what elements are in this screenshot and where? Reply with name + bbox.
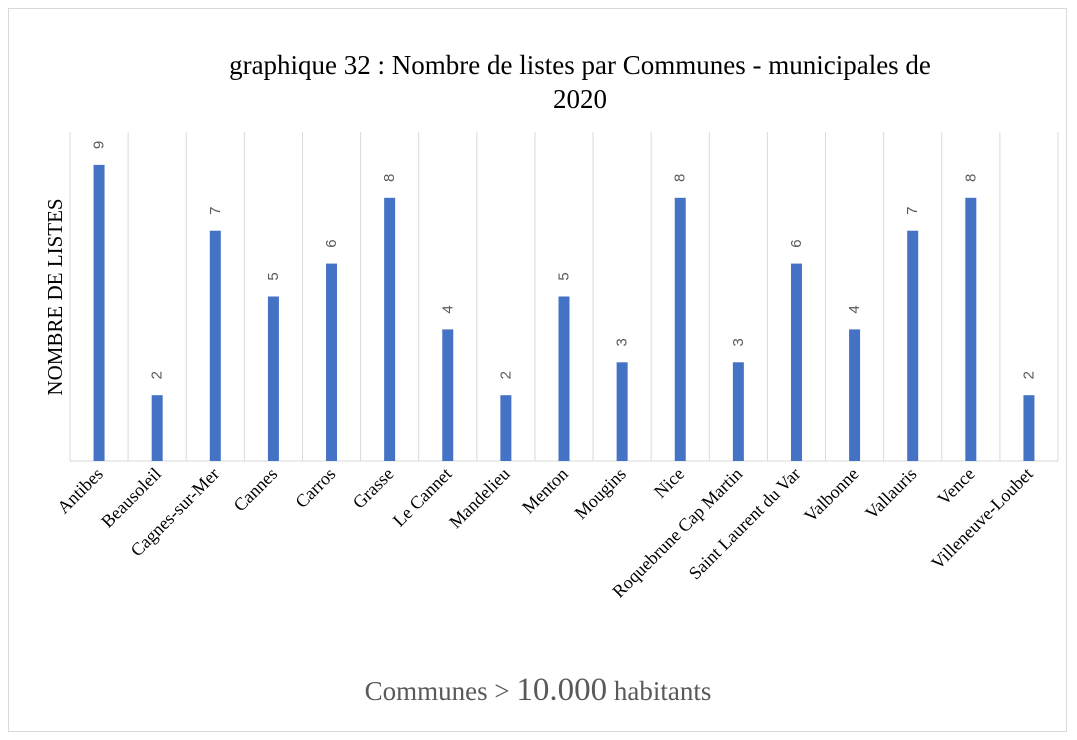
x-axis-label: Communes > 10.000 habitants	[365, 672, 712, 708]
data-label: 2	[497, 371, 514, 379]
category-label: Vallauris	[861, 464, 920, 523]
data-label: 2	[149, 371, 166, 379]
bar	[790, 263, 802, 461]
chart-title-line-1: graphique 32 : Nombre de listes par Comm…	[229, 50, 931, 80]
bar	[267, 296, 279, 461]
category-label: Grasse	[349, 464, 398, 513]
data-label: 5	[556, 272, 573, 280]
bar	[732, 362, 744, 461]
data-labels: 9 2 7 5 6 8 4 2 5 3 8 3 6 4 7 8 2	[91, 141, 1038, 380]
category-label: Villeneuve-Loubet	[927, 464, 1037, 574]
x-axis-label-prefix: Communes >	[365, 676, 517, 706]
chart-title: graphique 32 : Nombre de listes par Comm…	[150, 48, 1010, 116]
bar	[442, 329, 454, 461]
bar	[849, 329, 861, 461]
data-label: 4	[846, 305, 863, 313]
data-label: 8	[672, 174, 689, 182]
bars	[93, 164, 1035, 462]
x-axis-label-number: 10.000	[516, 672, 607, 708]
data-label: 8	[962, 174, 979, 182]
data-label: 6	[323, 239, 340, 247]
bar	[965, 197, 977, 462]
bar	[558, 296, 570, 461]
category-label: Valbonne	[800, 464, 862, 526]
category-label: Cannes	[230, 464, 282, 516]
bar	[500, 395, 512, 461]
data-label: 8	[381, 174, 398, 182]
bar	[326, 263, 338, 461]
data-label: 9	[91, 141, 108, 149]
data-label: 4	[439, 305, 456, 313]
bar	[674, 197, 686, 462]
data-label: 3	[614, 338, 631, 346]
category-label: Le Cannet	[389, 464, 456, 531]
category-label: Carros	[291, 464, 339, 512]
data-label: 6	[788, 239, 805, 247]
category-label: Nice	[650, 464, 688, 502]
category-label: Vence	[933, 464, 978, 509]
x-axis-label-suffix: habitants	[607, 676, 711, 706]
data-label: 7	[904, 207, 921, 215]
bar	[209, 230, 221, 461]
bar	[93, 164, 105, 461]
data-label: 7	[207, 207, 224, 215]
bar	[384, 197, 396, 462]
data-label: 2	[1020, 371, 1037, 379]
category-label: Mandelieu	[445, 464, 514, 533]
bar	[151, 395, 163, 461]
category-label: Saint Laurent du Var	[685, 464, 805, 584]
chart-title-line-2: 2020	[553, 84, 607, 114]
data-label: 5	[265, 272, 282, 280]
data-label: 3	[730, 338, 747, 346]
bar	[907, 230, 919, 461]
bar	[1023, 395, 1035, 461]
category-label: Mougins	[571, 464, 630, 523]
bar	[616, 362, 628, 461]
y-axis-label: NOMBRE DE LISTES	[43, 198, 67, 395]
category-label: Menton	[518, 464, 572, 518]
category-label: Antibes	[53, 464, 107, 518]
chart-frame	[8, 8, 1067, 732]
